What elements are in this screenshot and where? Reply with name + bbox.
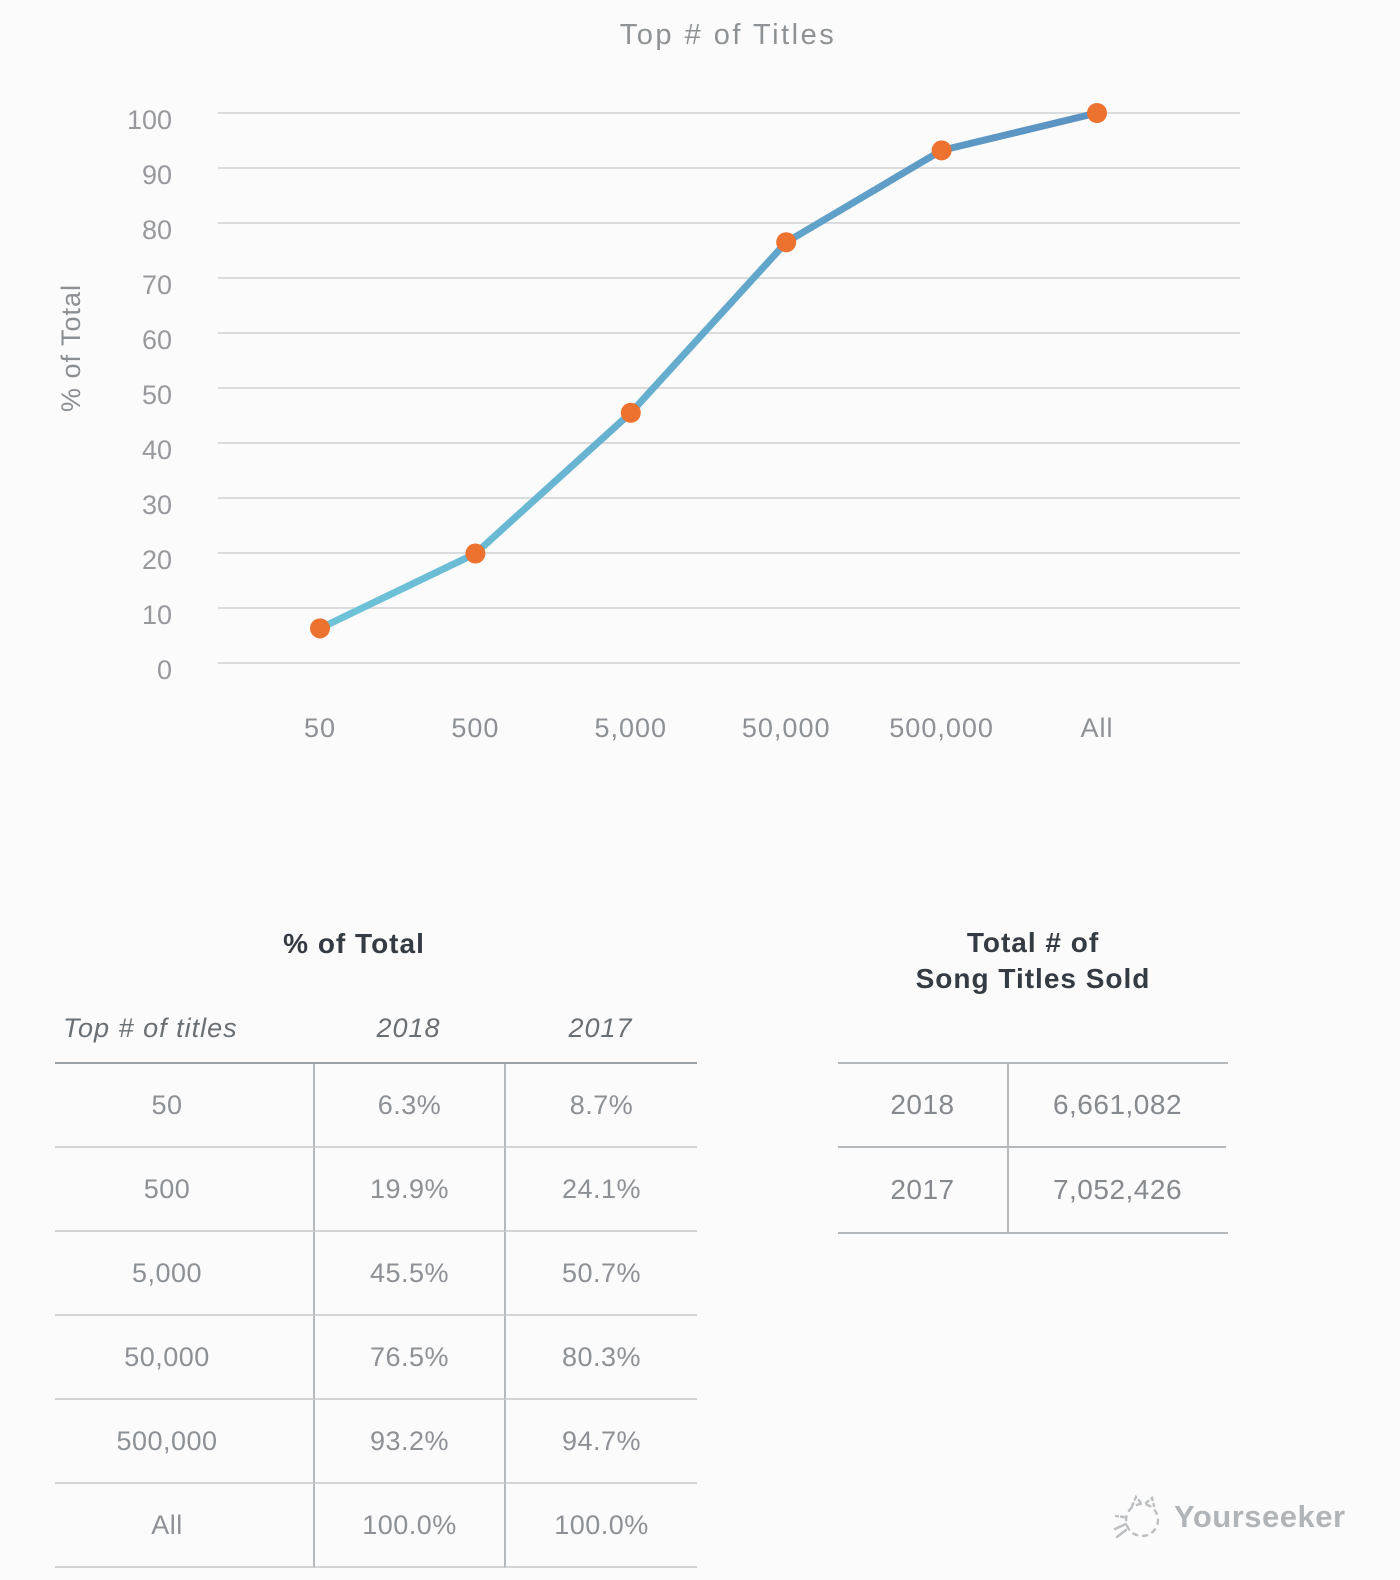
series-line [316,109,1101,632]
percent-table-cell: 8.7% [504,1064,697,1148]
yourseeker-logo-icon [1113,1494,1160,1539]
percent-table-cell: 76.5% [313,1316,504,1400]
percent-table-cell: 45.5% [313,1232,504,1316]
y-tick-label: 50 [142,380,172,410]
percent-table-header: Top # of titles 2018 2017 [55,996,697,1060]
y-axis-label: % of Total [56,284,86,412]
y-tick-label: 20 [142,545,172,575]
y-tick-labels: 0 10 20 30 40 50 60 70 80 90 100 [127,105,172,685]
x-tick-labels: 50 500 5,000 50,000 500,000 All [304,713,1113,743]
percent-table-cell: 100.0% [504,1484,697,1568]
column-header-2017: 2017 [568,1012,633,1043]
y-tick-label: 30 [142,490,172,520]
percent-table-cell: 5,000 [55,1232,313,1316]
percent-table-cell: 80.3% [504,1316,697,1400]
percent-table-cell: 50 [55,1064,313,1148]
data-point [310,618,330,639]
totals-table-title: Total # of Song Titles Sold [838,925,1228,997]
totals-table-cell: 2018 [838,1064,1007,1148]
totals-table-cell: 6,661,082 [1007,1064,1226,1148]
data-points [310,103,1107,639]
percent-table-cell: 24.1% [504,1148,697,1232]
data-point [465,543,486,564]
gridlines [218,112,1240,664]
y-tick-label: 60 [142,325,172,355]
x-tick-label: 500,000 [889,713,994,743]
percent-table-cell: 93.2% [313,1400,504,1484]
watermark-text: Yourseeker [1174,1499,1346,1534]
data-point [931,140,952,161]
x-tick-label: 50,000 [742,713,831,743]
percent-of-total-table-title: % of Total [283,928,425,959]
percent-table-cell: 19.9% [313,1148,504,1232]
chart-title: Top # of Titles [620,19,836,51]
y-tick-label: 100 [127,105,172,135]
totals-table-title-line2: Song Titles Sold [915,963,1151,994]
x-tick-label: 5,000 [595,713,668,743]
percent-table-cell: 50,000 [55,1316,313,1400]
data-point [620,402,641,423]
totals-table-title-line1: Total # of [966,927,1100,958]
x-tick-label: All [1080,713,1113,743]
x-tick-label: 50 [304,713,336,743]
data-point [776,232,797,253]
percent-table-cell: All [55,1484,313,1568]
y-tick-label: 10 [142,600,172,630]
totals-table-cell: 7,052,426 [1007,1148,1226,1232]
totals-table-cell: 2017 [890,1174,955,1205]
percent-table-cell: 50.7% [504,1232,697,1316]
line-chart: Top # of Titles % of Total 0 10 20 30 40 50 60… [56,19,1240,743]
percent-table-cell: 500 [55,1148,313,1232]
percent-table-cell: 6.3% [313,1064,504,1148]
series-polyline [316,109,1101,632]
y-tick-label: 80 [142,215,172,245]
y-tick-label: 0 [157,655,172,685]
y-tick-label: 90 [142,160,172,190]
watermark: Yourseeker [1108,1488,1346,1546]
percent-table-body: 50 6.3% 8.7% 500 19.9% 24.1% 5,000 45.5% 50.7% 50… [55,1062,697,1568]
percent-table-cell: 94.7% [504,1400,697,1484]
column-header-2018: 2018 [376,1012,441,1043]
data-point [1087,103,1107,123]
y-tick-label: 40 [142,435,172,465]
x-tick-label: 500 [451,713,499,743]
totals-table-body: 2018 6,661,082 2017 7,052,426 [838,1062,1228,1234]
column-header-top-titles: Top # of titles [63,1012,238,1043]
percent-table-cell: 100.0% [313,1484,504,1568]
y-tick-label: 70 [142,270,172,300]
percent-table-cell: 500,000 [55,1400,313,1484]
